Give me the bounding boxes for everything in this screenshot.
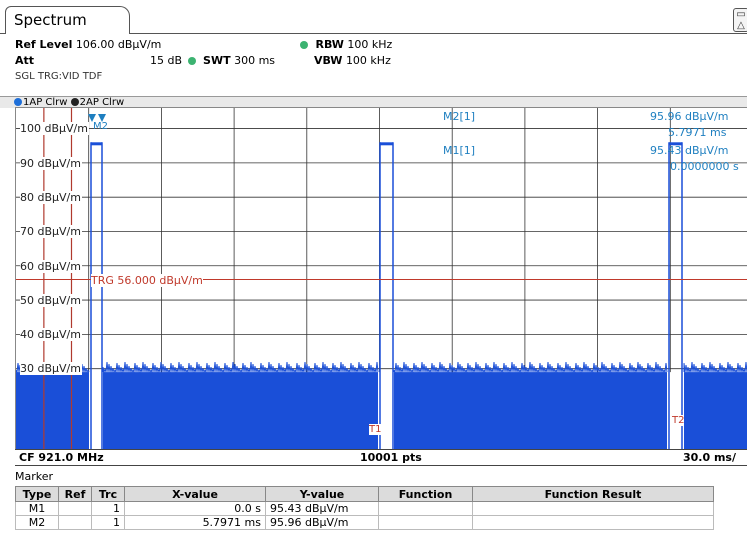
sweep-points: 10001 pts	[360, 451, 422, 464]
att-label: Att	[15, 54, 35, 67]
ref-level-setting: Ref Level 106.00 dBµV/m	[15, 38, 161, 51]
noise-floor-block	[394, 372, 667, 450]
y-label-60: 60 dBµV/m	[20, 260, 82, 273]
row2-result	[472, 515, 714, 530]
col-type: Type	[15, 486, 59, 502]
y-label-50: 50 dBµV/m	[20, 294, 82, 307]
row1-y: 95.43 dBµV/m	[265, 501, 379, 516]
trace2-dot-icon	[70, 98, 79, 106]
y-label-80: 80 dBµV/m	[20, 191, 82, 204]
noise-floor-block	[684, 372, 747, 450]
trace1-dot-icon	[14, 98, 22, 106]
m1-time: 0.0000000 s	[670, 160, 739, 173]
row1-function	[378, 501, 473, 516]
time-per-division: 30.0 ms/	[683, 451, 736, 464]
noise-ripple	[102, 362, 379, 375]
row1-ref	[58, 501, 92, 516]
noise-ripple	[683, 362, 747, 375]
burst-top	[91, 142, 102, 146]
col-function: Function	[378, 486, 473, 502]
table-row[interactable]: M1 1 0.0 s 95.43 dBµV/m	[15, 501, 714, 516]
row1-trc: 1	[91, 501, 125, 516]
table-row[interactable]: M2 1 5.7971 ms 95.96 dBµV/m	[15, 515, 714, 530]
burst-gap	[667, 372, 684, 450]
window-control-icon[interactable]: ▭ △	[733, 8, 747, 32]
swt-label: SWT	[203, 54, 231, 67]
noise-ripple	[393, 362, 668, 375]
row2-ref	[58, 515, 92, 530]
marker-m1-icon	[88, 114, 96, 122]
row2-x: 5.7971 ms	[124, 515, 266, 530]
col-function-result: Function Result	[472, 486, 714, 502]
marker-table: Type Ref Trc X-value Y-value Function Fu…	[15, 486, 714, 530]
sweep-mode: SGL TRG:VID TDF	[15, 71, 103, 82]
center-frequency: CF 921.0 MHz	[19, 451, 104, 464]
y-label-90: 90 dBµV/m	[20, 157, 82, 170]
row2-function	[378, 515, 473, 530]
att-setting: Att	[15, 54, 34, 67]
y-label-70: 70 dBµV/m	[20, 225, 82, 238]
marker-table-header: Type Ref Trc X-value Y-value Function Fu…	[15, 486, 714, 502]
row2-type: M2	[15, 515, 59, 530]
marker-table-title: Marker	[15, 470, 54, 483]
trace-bar: 1AP Clrw 2AP Clrw	[0, 96, 747, 108]
burst-top	[380, 142, 393, 146]
y-label-100: 100 dBµV/m	[20, 122, 89, 135]
y-label-40: 40 dBµV/m	[20, 328, 82, 341]
vbw-value: 100 kHz	[345, 54, 391, 67]
marker-m2-tag: M2	[93, 121, 108, 132]
row1-x: 0.0 s	[124, 501, 266, 516]
row2-trc: 1	[91, 515, 125, 530]
att-value: 15 dB	[150, 54, 183, 67]
rbw-status-dot-icon	[300, 41, 308, 49]
col-y-value: Y-value	[265, 486, 379, 502]
col-ref: Ref	[58, 486, 92, 502]
vbw-label: VBW	[314, 54, 343, 67]
noise-floor-block	[16, 372, 89, 450]
trace2-label[interactable]: 2AP Clrw	[79, 97, 125, 108]
col-trc: Trc	[91, 486, 125, 502]
m1-name: M1[1]	[443, 144, 476, 157]
m2-name: M2[1]	[443, 110, 476, 123]
plot-footer: CF 921.0 MHz 10001 pts 30.0 ms/	[15, 449, 747, 466]
spectrum-tab-label: Spectrum	[14, 11, 87, 29]
rbw-label: RBW	[315, 38, 344, 51]
t2-label: T2	[672, 415, 685, 426]
noise-floor-block	[103, 372, 378, 450]
att-value-setting: 15 dB SWT 300 ms	[150, 54, 275, 67]
burst-top	[669, 142, 682, 146]
swt-status-dot-icon	[187, 57, 196, 65]
m1-level: 95.43 dBµV/m	[650, 144, 729, 157]
vbw-setting: VBW 100 kHz	[314, 54, 391, 67]
rbw-setting: RBW 100 kHz	[298, 38, 392, 51]
marker-m2-icon	[98, 114, 106, 122]
plot-canvas	[16, 108, 747, 450]
ref-level-value: 106.00 dBµV/m	[75, 38, 162, 51]
m2-time: 5.7971 ms	[668, 126, 727, 139]
row1-result	[472, 501, 714, 516]
trace1-label[interactable]: 1AP Clrw	[23, 97, 68, 108]
trigger-label: TRG 56.000 dBµV/m	[91, 274, 203, 287]
tab-divider	[0, 33, 747, 34]
y-label-30: 30 dBµV/m	[20, 362, 82, 375]
spectrum-tab[interactable]: Spectrum	[5, 6, 130, 34]
burst-gap	[89, 372, 103, 450]
t1-label: T1	[369, 424, 382, 435]
col-x-value: X-value	[124, 486, 266, 502]
swt-value: 300 ms	[234, 54, 276, 67]
rbw-value: 100 kHz	[347, 38, 393, 51]
row2-y: 95.96 dBµV/m	[265, 515, 379, 530]
row1-type: M1	[15, 501, 59, 516]
m2-level: 95.96 dBµV/m	[650, 110, 729, 123]
burst-gap	[378, 372, 394, 450]
ref-level-label: Ref Level	[15, 38, 73, 51]
